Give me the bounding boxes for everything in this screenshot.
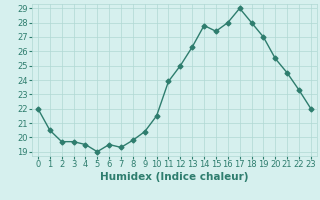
- X-axis label: Humidex (Indice chaleur): Humidex (Indice chaleur): [100, 172, 249, 182]
